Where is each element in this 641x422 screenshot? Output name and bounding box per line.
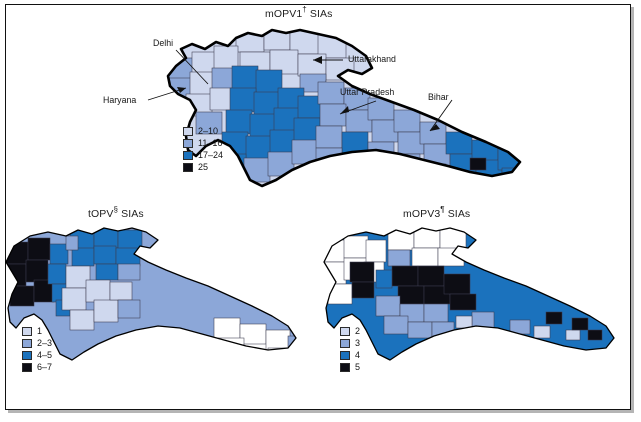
legend-label: 4 (355, 350, 361, 360)
legend-swatch (340, 327, 350, 336)
legend-label: 3 (355, 338, 361, 348)
state-boundary-mopv1 (166, 28, 522, 188)
legend-swatch (340, 339, 350, 348)
legend-label: 2–3 (37, 338, 53, 348)
legend-swatch (183, 163, 193, 172)
legend-row: 17–24 (183, 150, 223, 161)
map-mopv3 (323, 227, 615, 361)
legend-row: 2–10 (183, 126, 223, 137)
annotation-uttarakhand: Uttarakhand (348, 54, 396, 64)
legend-swatch (22, 351, 32, 360)
legend-swatch (183, 127, 193, 136)
title-text: mOPV3 (403, 208, 441, 220)
legend-swatch (22, 363, 32, 372)
legend-row: 6–7 (22, 362, 52, 373)
legend-swatch (183, 139, 193, 148)
annotation-haryana: Haryana (103, 95, 137, 105)
legend-label: 4–5 (37, 350, 53, 360)
legend-mopv3: 2 3 4 5 (340, 326, 360, 374)
panel-title-topv: tOPV§ SIAs (88, 204, 144, 220)
legend-label: 17–24 (198, 150, 224, 160)
legend-label: 2–10 (198, 126, 219, 136)
legend-row: 2 (340, 326, 360, 337)
title-footnote-marker: ¶ (440, 204, 445, 214)
legend-swatch (22, 327, 32, 336)
panel-topv: tOPV§ SIAs (0, 200, 320, 422)
legend-swatch (22, 339, 32, 348)
legend-row: 1 (22, 326, 52, 337)
legend-label: 5 (355, 362, 361, 372)
panel-mopv1: mOPV1† SIAs (0, 0, 641, 205)
title-footnote-marker: § (113, 204, 119, 214)
title-text: mOPV1 (265, 8, 303, 20)
state-boundary-topv (5, 227, 297, 361)
annotation-delhi: Delhi (153, 38, 174, 48)
legend-label: 1 (37, 326, 43, 336)
legend-label: 25 (198, 162, 209, 172)
panel-title-mopv3: mOPV3¶ SIAs (403, 204, 471, 220)
legend-topv: 1 2–3 4–5 6–7 (22, 326, 52, 374)
title-footnote-marker: † (302, 4, 307, 14)
legend-mopv1: 2–10 11–16 17–24 25 (183, 126, 223, 174)
annotation-uttar-pradesh: Uttar Pradesh (340, 87, 395, 97)
legend-label: 2 (355, 326, 361, 336)
annotation-leaders-mopv1 (147, 49, 453, 132)
panel-title-mopv1: mOPV1† SIAs (265, 4, 333, 20)
legend-label: 11–16 (198, 138, 223, 148)
legend-row: 5 (340, 362, 360, 373)
title-suffix: SIAs (447, 208, 471, 220)
district-choropleth-mopv3 (324, 228, 614, 360)
annotation-bihar: Bihar (428, 92, 449, 102)
map-mopv1 (147, 28, 522, 188)
legend-row: 4 (340, 350, 360, 361)
legend-row: 4–5 (22, 350, 52, 361)
title-suffix: SIAs (309, 8, 333, 20)
state-boundary-mopv3 (323, 227, 615, 361)
legend-swatch (183, 151, 193, 160)
panel-mopv3: mOPV3¶ SIAs (320, 200, 641, 422)
map-topv (5, 227, 297, 361)
title-text: tOPV (88, 208, 114, 220)
legend-label: 6–7 (37, 362, 53, 372)
title-suffix: SIAs (121, 208, 144, 220)
legend-row: 2–3 (22, 338, 52, 349)
legend-row: 11–16 (183, 138, 223, 149)
legend-row: 25 (183, 162, 223, 173)
legend-swatch (340, 363, 350, 372)
legend-row: 3 (340, 338, 360, 349)
legend-swatch (340, 351, 350, 360)
